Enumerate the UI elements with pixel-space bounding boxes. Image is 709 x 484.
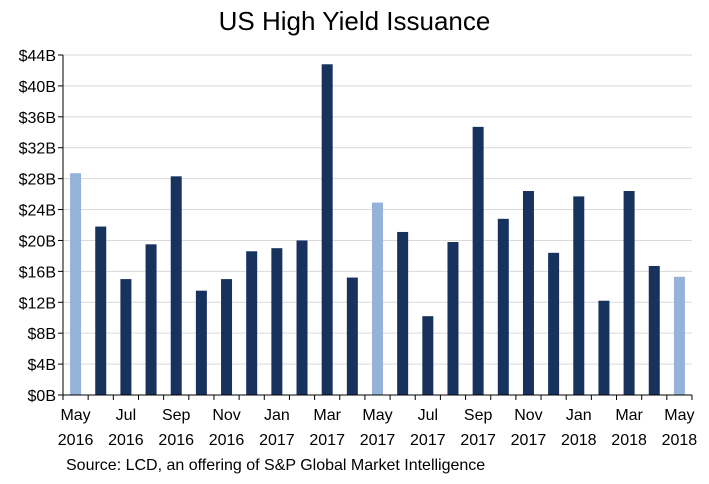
- bar: [648, 265, 660, 395]
- bar: [447, 242, 459, 395]
- x-tick-label-month: Sep: [162, 407, 191, 424]
- x-tick-label-year: 2016: [209, 432, 245, 449]
- bar: [573, 196, 585, 395]
- bar: [346, 277, 358, 395]
- x-tick-label-month: Jan: [566, 407, 592, 424]
- bar: [397, 231, 409, 395]
- x-tick-label-year: 2017: [360, 432, 396, 449]
- bar: [95, 226, 107, 395]
- x-tick-label-month: Nov: [212, 407, 240, 424]
- y-tick-label: $20B: [19, 233, 56, 250]
- x-tick-label-month: Mar: [313, 407, 341, 424]
- y-tick-label: $32B: [19, 141, 56, 158]
- y-tick-label: $16B: [19, 264, 56, 281]
- y-tick-label: $36B: [19, 110, 56, 127]
- bar: [145, 244, 157, 395]
- y-tick-labels: $0B $4B $8B $12B $16B $20B $24B $28B $32B $36B $40…: [19, 48, 56, 405]
- bar: [472, 126, 484, 395]
- x-tick-label-year: 2018: [561, 432, 597, 449]
- y-tick-label: $28B: [19, 172, 56, 189]
- chart-title: US High Yield Issuance: [218, 6, 491, 36]
- x-tick-label-year: 2017: [460, 432, 496, 449]
- x-tick-label-year: 2017: [309, 432, 345, 449]
- x-tick-label-month: Sep: [464, 407, 493, 424]
- y-tick-label: $44B: [19, 48, 56, 65]
- y-tick-label: $24B: [19, 203, 56, 220]
- x-tick-label-month: Mar: [615, 407, 643, 424]
- bar: [195, 290, 207, 395]
- x-tick-label-year: 2016: [108, 432, 144, 449]
- bar: [598, 300, 610, 395]
- bar: [497, 218, 509, 395]
- bar: [321, 64, 333, 395]
- y-tick-label: $8B: [28, 326, 56, 343]
- x-tick-label-month: May: [664, 407, 694, 424]
- bar: [70, 173, 82, 395]
- bar: [271, 248, 283, 395]
- x-tick-label-year: 2017: [259, 432, 295, 449]
- axes: [62, 55, 693, 400]
- bar: [221, 279, 233, 395]
- y-tick-label: $12B: [19, 295, 56, 312]
- bars: [70, 64, 685, 395]
- x-tick-label-year: 2017: [511, 432, 547, 449]
- y-tick-label: $0B: [28, 388, 56, 405]
- bar: [548, 252, 560, 395]
- bar: [120, 279, 132, 395]
- bar: [422, 316, 434, 395]
- source-note: Source: LCD, an offering of S&P Global M…: [66, 457, 486, 474]
- x-tick-label-year: 2018: [662, 432, 698, 449]
- x-tick-label-year: 2016: [58, 432, 94, 449]
- x-tick-label-month: Jul: [116, 407, 136, 424]
- bar: [522, 191, 534, 395]
- x-tick-label-month: May: [362, 407, 392, 424]
- x-tick-label-month: Nov: [514, 407, 542, 424]
- x-tick-label-year: 2017: [410, 432, 446, 449]
- bar: [296, 240, 308, 395]
- x-tick-label-month: May: [60, 407, 90, 424]
- bar: [623, 191, 635, 395]
- bar: [246, 251, 258, 395]
- y-tick-label: $40B: [19, 79, 56, 96]
- bar: [170, 176, 182, 395]
- x-tick-label-year: 2016: [158, 432, 194, 449]
- bar: [372, 202, 383, 395]
- x-tick-label-month: Jul: [418, 407, 438, 424]
- y-tick-label: $4B: [28, 357, 56, 374]
- bar: [673, 276, 685, 395]
- x-tick-label-year: 2018: [611, 432, 647, 449]
- x-tick-label-month: Jan: [264, 407, 290, 424]
- x-tick-labels: May 2016 Jul 2016 Sep 2016 Nov 2016 Jan 2017 Mar 20…: [58, 407, 698, 449]
